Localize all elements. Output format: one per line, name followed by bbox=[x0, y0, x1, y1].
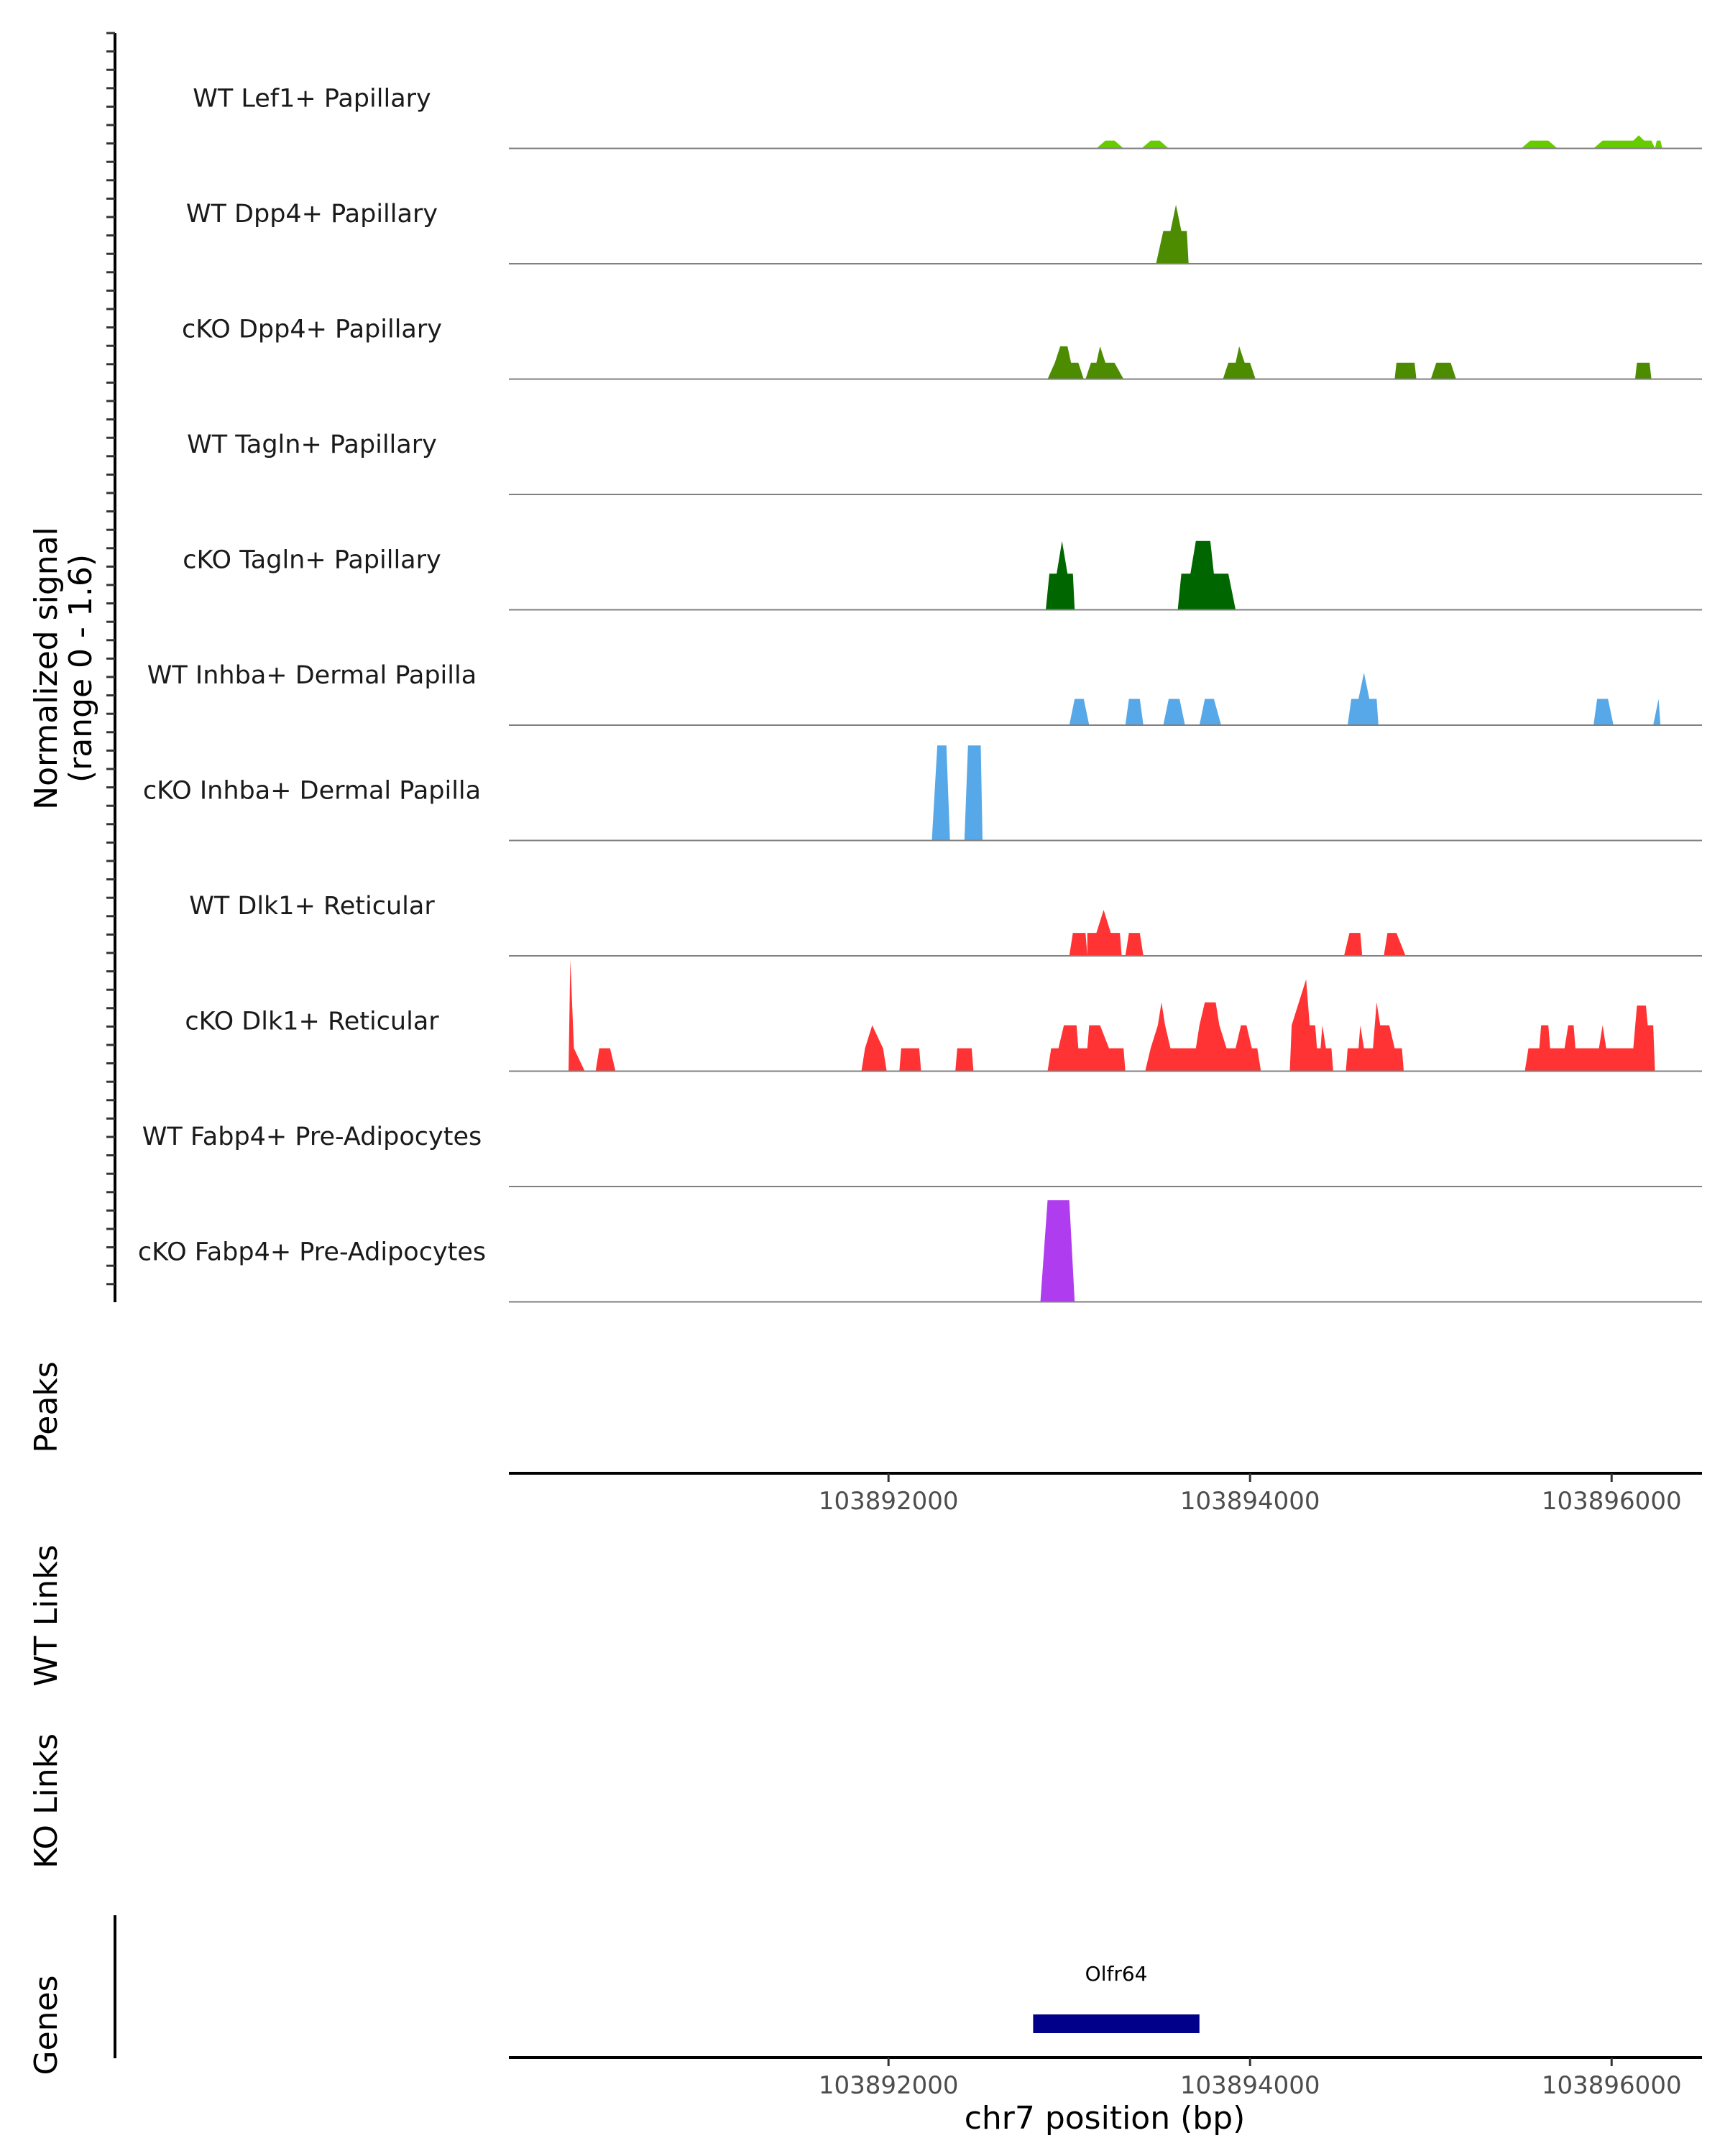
track-cko-dlk1-reticular: cKO Dlk1+ Reticular bbox=[185, 959, 1702, 1072]
track-label: cKO Inhba+ Dermal Papilla bbox=[143, 777, 481, 806]
track-label: cKO Fabp4+ Pre-Adipocytes bbox=[138, 1238, 486, 1267]
track-label: WT Inhba+ Dermal Papilla bbox=[147, 661, 477, 690]
track-cko-inhba-dermal-papilla: cKO Inhba+ Dermal Papilla bbox=[143, 745, 1702, 842]
track-signal-area bbox=[1046, 540, 1236, 610]
track-signal-area bbox=[1156, 204, 1189, 264]
gene-body bbox=[1033, 2014, 1200, 2033]
track-label: WT Lef1+ Papillary bbox=[193, 85, 431, 114]
track-label: WT Dlk1+ Reticular bbox=[189, 892, 435, 921]
gene-name-label: Olfr64 bbox=[1085, 1962, 1148, 1986]
wt-links-panel-title: WT Links bbox=[28, 1544, 65, 1686]
position-tick-label: 103894000 bbox=[1180, 1487, 1320, 1516]
track-cko-dpp4-papillary: cKO Dpp4+ Papillary bbox=[182, 315, 1702, 380]
position-tick-label: 103894000 bbox=[1180, 2071, 1320, 2100]
track-signal-area bbox=[1096, 135, 1662, 149]
position-axis-bottom: 103892000 103894000 103896000 bbox=[509, 2056, 1702, 2100]
track-label: cKO Tagln+ Papillary bbox=[183, 546, 441, 575]
coverage-tracks: WT Lef1+ Papillary WT Dpp4+ Papillary cKO … bbox=[138, 85, 1702, 1303]
track-signal-area bbox=[569, 959, 1655, 1072]
track-cko-fabp4-pre-adipocytes: cKO Fabp4+ Pre-Adipocytes bbox=[138, 1200, 1702, 1303]
x-axis-title: chr7 position (bp) bbox=[965, 2100, 1246, 2137]
track-label: WT Tagln+ Papillary bbox=[187, 430, 437, 459]
position-axis-top: 103892000 103894000 103896000 bbox=[509, 1472, 1702, 1516]
position-tick-label: 103896000 bbox=[1542, 2071, 1682, 2100]
genes-panel-title: Genes bbox=[28, 1975, 65, 2075]
signal-y-ticks bbox=[106, 32, 115, 1286]
signal-y-axis-range: (range 0 - 1.6) bbox=[63, 554, 99, 783]
track-wt-inhba-dermal-papilla: WT Inhba+ Dermal Papilla bbox=[147, 661, 1702, 726]
track-label: WT Fabp4+ Pre-Adipocytes bbox=[142, 1123, 482, 1151]
track-wt-dlk1-reticular: WT Dlk1+ Reticular bbox=[189, 892, 1702, 957]
track-cko-tagln-papillary: cKO Tagln+ Papillary bbox=[183, 540, 1702, 611]
track-signal-area bbox=[1040, 1200, 1075, 1302]
track-signal-area bbox=[1069, 910, 1406, 956]
track-label: cKO Dlk1+ Reticular bbox=[185, 1008, 439, 1036]
position-tick-label: 103892000 bbox=[819, 1487, 959, 1516]
track-wt-fabp4-pre-adipocytes: WT Fabp4+ Pre-Adipocytes bbox=[142, 1123, 1702, 1187]
track-wt-lef1-papillary: WT Lef1+ Papillary bbox=[193, 85, 1702, 149]
track-label: WT Dpp4+ Papillary bbox=[186, 200, 438, 229]
position-tick-label: 103892000 bbox=[819, 2071, 959, 2100]
ko-links-panel-title: KO Links bbox=[28, 1733, 65, 1869]
track-label: cKO Dpp4+ Papillary bbox=[182, 315, 442, 344]
track-signal-area bbox=[1069, 673, 1661, 725]
gene-annotations: Olfr64 bbox=[1033, 1962, 1200, 2033]
track-wt-tagln-papillary: WT Tagln+ Papillary bbox=[187, 430, 1702, 495]
peaks-panel-title: Peaks bbox=[28, 1361, 65, 1452]
position-tick-label: 103896000 bbox=[1542, 1487, 1682, 1516]
track-signal-area bbox=[932, 745, 983, 841]
track-wt-dpp4-papillary: WT Dpp4+ Papillary bbox=[186, 200, 1702, 264]
signal-y-axis bbox=[106, 32, 116, 1302]
track-signal-area bbox=[1047, 346, 1652, 379]
signal-y-axis-title: Normalized signal bbox=[28, 527, 65, 810]
